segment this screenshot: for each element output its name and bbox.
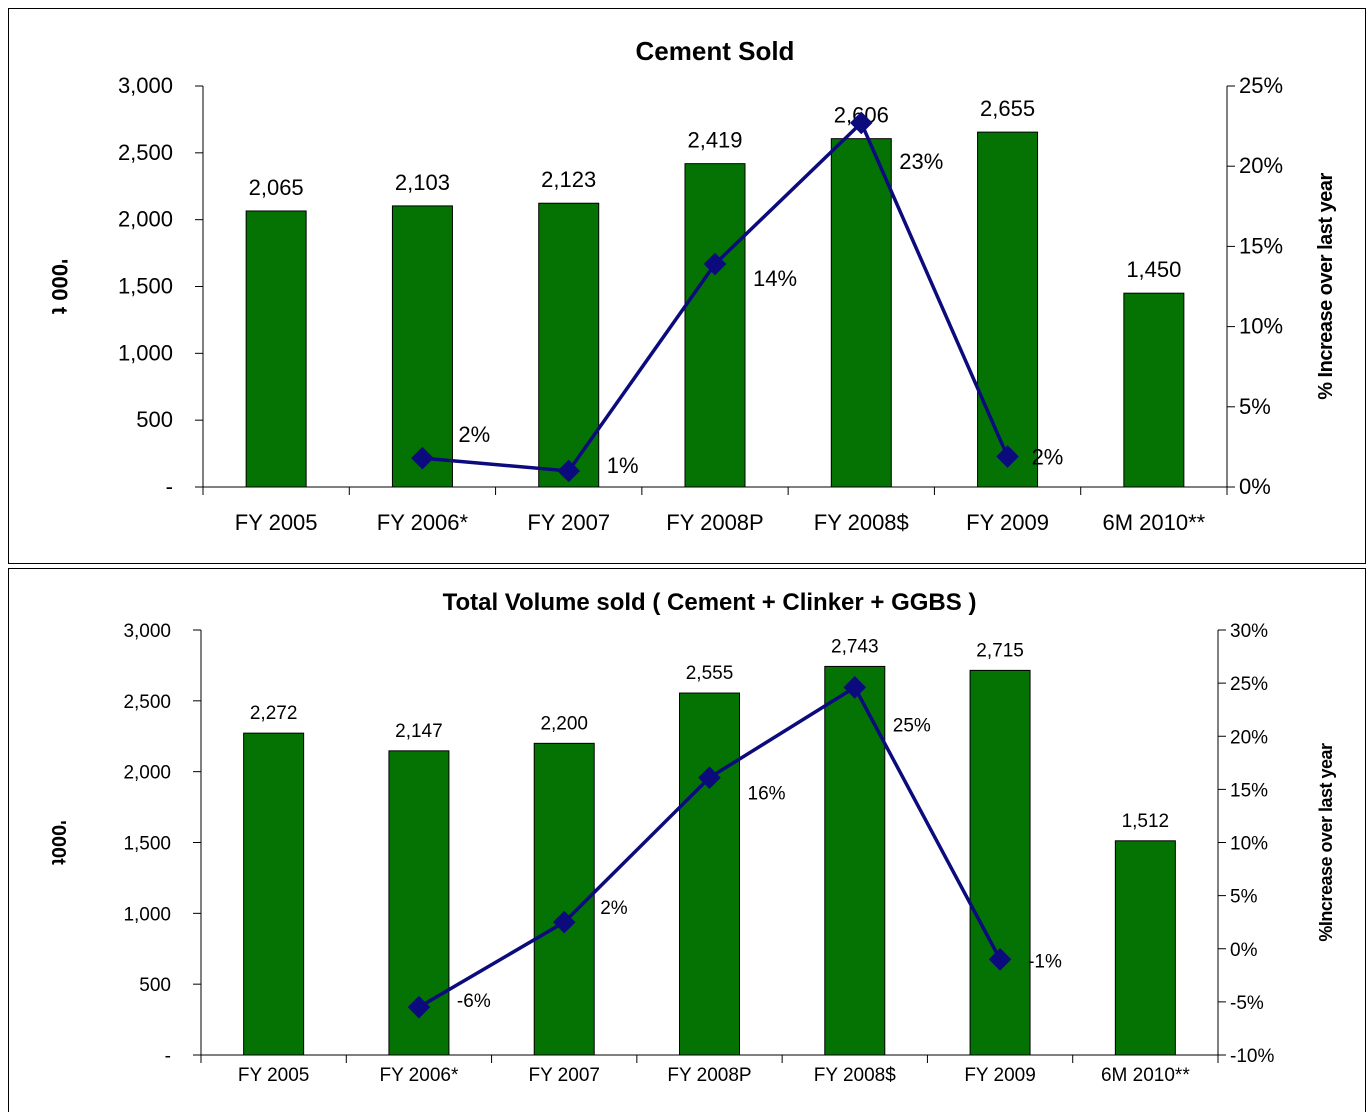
y-axis-title: '000t	[47, 820, 69, 865]
y2-tick-label: 20%	[1239, 153, 1283, 178]
y-tick-label: 1,500	[123, 834, 171, 855]
y-axis-title: '000 t	[47, 259, 72, 315]
y2-axis-title: %Increase over last year	[1316, 743, 1336, 942]
bar	[1114, 840, 1176, 1056]
y2-tick-label: 25%	[1239, 73, 1283, 98]
y2-tick-label: 10%	[1239, 314, 1283, 339]
x-tick-label: FY 2008P	[667, 1065, 751, 1086]
x-tick-label: FY 2005	[235, 510, 318, 535]
y2-tick-label: 5%	[1230, 887, 1258, 908]
bar-value-label: 2,555	[686, 663, 734, 684]
y2-tick-label: 25%	[1230, 674, 1268, 695]
growth-value-label: 2%	[1032, 445, 1064, 470]
chart-title: Total Volume sold ( Cement + Clinker + G…	[443, 589, 977, 616]
bar-value-label: 2,200	[540, 713, 588, 734]
y2-tick-label: 0%	[1230, 940, 1258, 961]
growth-value-label: 14%	[753, 266, 797, 291]
total-volume-chart: Total Volume sold ( Cement + Clinker + G…	[47, 589, 1336, 1086]
y-tick-label: 1,000	[118, 340, 173, 365]
total-volume-panel: Total Volume sold ( Cement + Clinker + G…	[0, 568, 1368, 1112]
y2-tick-label: 5%	[1239, 394, 1271, 419]
bar	[538, 202, 600, 488]
growth-value-label: 25%	[893, 715, 931, 736]
growth-value-label: -6%	[457, 991, 491, 1012]
y-tick-label: 3,000	[118, 73, 173, 98]
cement-sold-panel: Cement Sold - 500 1,000 1,500 2,000 2,500 3,000…	[8, 8, 1366, 564]
bar-value-label: 2,419	[687, 128, 742, 153]
y2-tick-label: 20%	[1230, 727, 1268, 748]
growth-marker	[552, 910, 576, 934]
growth-value-label: 1%	[607, 453, 639, 478]
bar	[245, 210, 307, 488]
bar	[977, 131, 1039, 488]
x-tick-label: FY 2009	[966, 510, 1049, 535]
y-tick-label: 3,000	[123, 621, 171, 642]
y-tick-label: -	[166, 474, 173, 499]
growth-marker	[988, 948, 1012, 971]
growth-marker	[407, 995, 431, 1019]
x-tick-label: FY 2008$	[814, 510, 909, 535]
y-tick-label: 500	[136, 407, 173, 432]
chart-title: Cement Sold	[636, 36, 795, 66]
x-tick-label: FY 2008$	[814, 1065, 896, 1086]
y2-tick-label: 15%	[1230, 780, 1268, 801]
y-tick-label: 1,000	[123, 904, 171, 925]
y-tick-label: -	[165, 1046, 171, 1067]
x-tick-label: 6M 2010**	[1102, 510, 1205, 535]
growth-value-label: 2%	[600, 898, 628, 919]
bar-value-label: 2,065	[249, 175, 304, 200]
x-tick-label: 6M 2010**	[1101, 1065, 1190, 1086]
y-tick-label: 1,500	[118, 274, 173, 299]
bar	[533, 742, 595, 1056]
bar	[391, 205, 453, 488]
growth-marker	[703, 252, 727, 276]
growth-marker	[557, 459, 581, 483]
bar	[679, 692, 740, 1056]
y2-axis-title: % Increase over last year	[1315, 173, 1337, 400]
bar-value-label: 2,655	[980, 96, 1035, 121]
bar-value-label: 2,743	[831, 636, 879, 657]
x-tick-label: FY 2007	[528, 1065, 599, 1086]
y2-tick-label: -10%	[1230, 1046, 1274, 1067]
x-tick-label: FY 2008P	[666, 510, 763, 535]
y-tick-label: 2,000	[123, 763, 171, 784]
growth-value-label: 2%	[458, 422, 490, 447]
bar-value-label: 2,103	[395, 170, 450, 195]
bar-value-label: 1,512	[1122, 811, 1170, 832]
y-tick-label: 500	[139, 975, 171, 996]
x-tick-label: FY 2007	[527, 510, 610, 535]
y2-tick-label: 15%	[1239, 233, 1283, 258]
y2-tick-label: 30%	[1230, 621, 1268, 642]
y2-tick-label: 10%	[1230, 834, 1268, 855]
bar	[684, 163, 746, 488]
x-tick-label: FY 2006*	[379, 1065, 458, 1086]
bar-value-label: 2,147	[395, 721, 443, 742]
bar-value-label: 2,715	[976, 640, 1024, 661]
y2-tick-label: -5%	[1230, 993, 1264, 1014]
bar	[1123, 292, 1185, 488]
bar-value-label: 1,450	[1126, 257, 1181, 282]
growth-value-label: 16%	[748, 784, 786, 805]
growth-value-label: -1%	[1028, 951, 1062, 972]
y2-tick-label: 0%	[1239, 474, 1271, 499]
x-tick-label: FY 2006*	[377, 510, 469, 535]
cement-sold-chart: Cement Sold - 500 1,000 1,500 2,000 2,500 3,000…	[47, 36, 1337, 535]
bar	[824, 665, 886, 1056]
x-tick-label: FY 2005	[238, 1065, 309, 1086]
bar-value-label: 2,272	[250, 703, 298, 724]
growth-marker	[411, 446, 434, 470]
bar	[969, 669, 1031, 1056]
growth-value-label: 23%	[899, 149, 943, 174]
y-tick-label: 2,500	[118, 140, 173, 165]
bar	[243, 732, 305, 1056]
bar	[830, 138, 892, 488]
x-tick-label: FY 2009	[964, 1065, 1035, 1086]
y-tick-label: 2,000	[118, 207, 173, 232]
bar-value-label: 2,123	[541, 167, 596, 192]
growth-marker	[996, 445, 1019, 468]
y-tick-label: 2,500	[123, 692, 171, 713]
